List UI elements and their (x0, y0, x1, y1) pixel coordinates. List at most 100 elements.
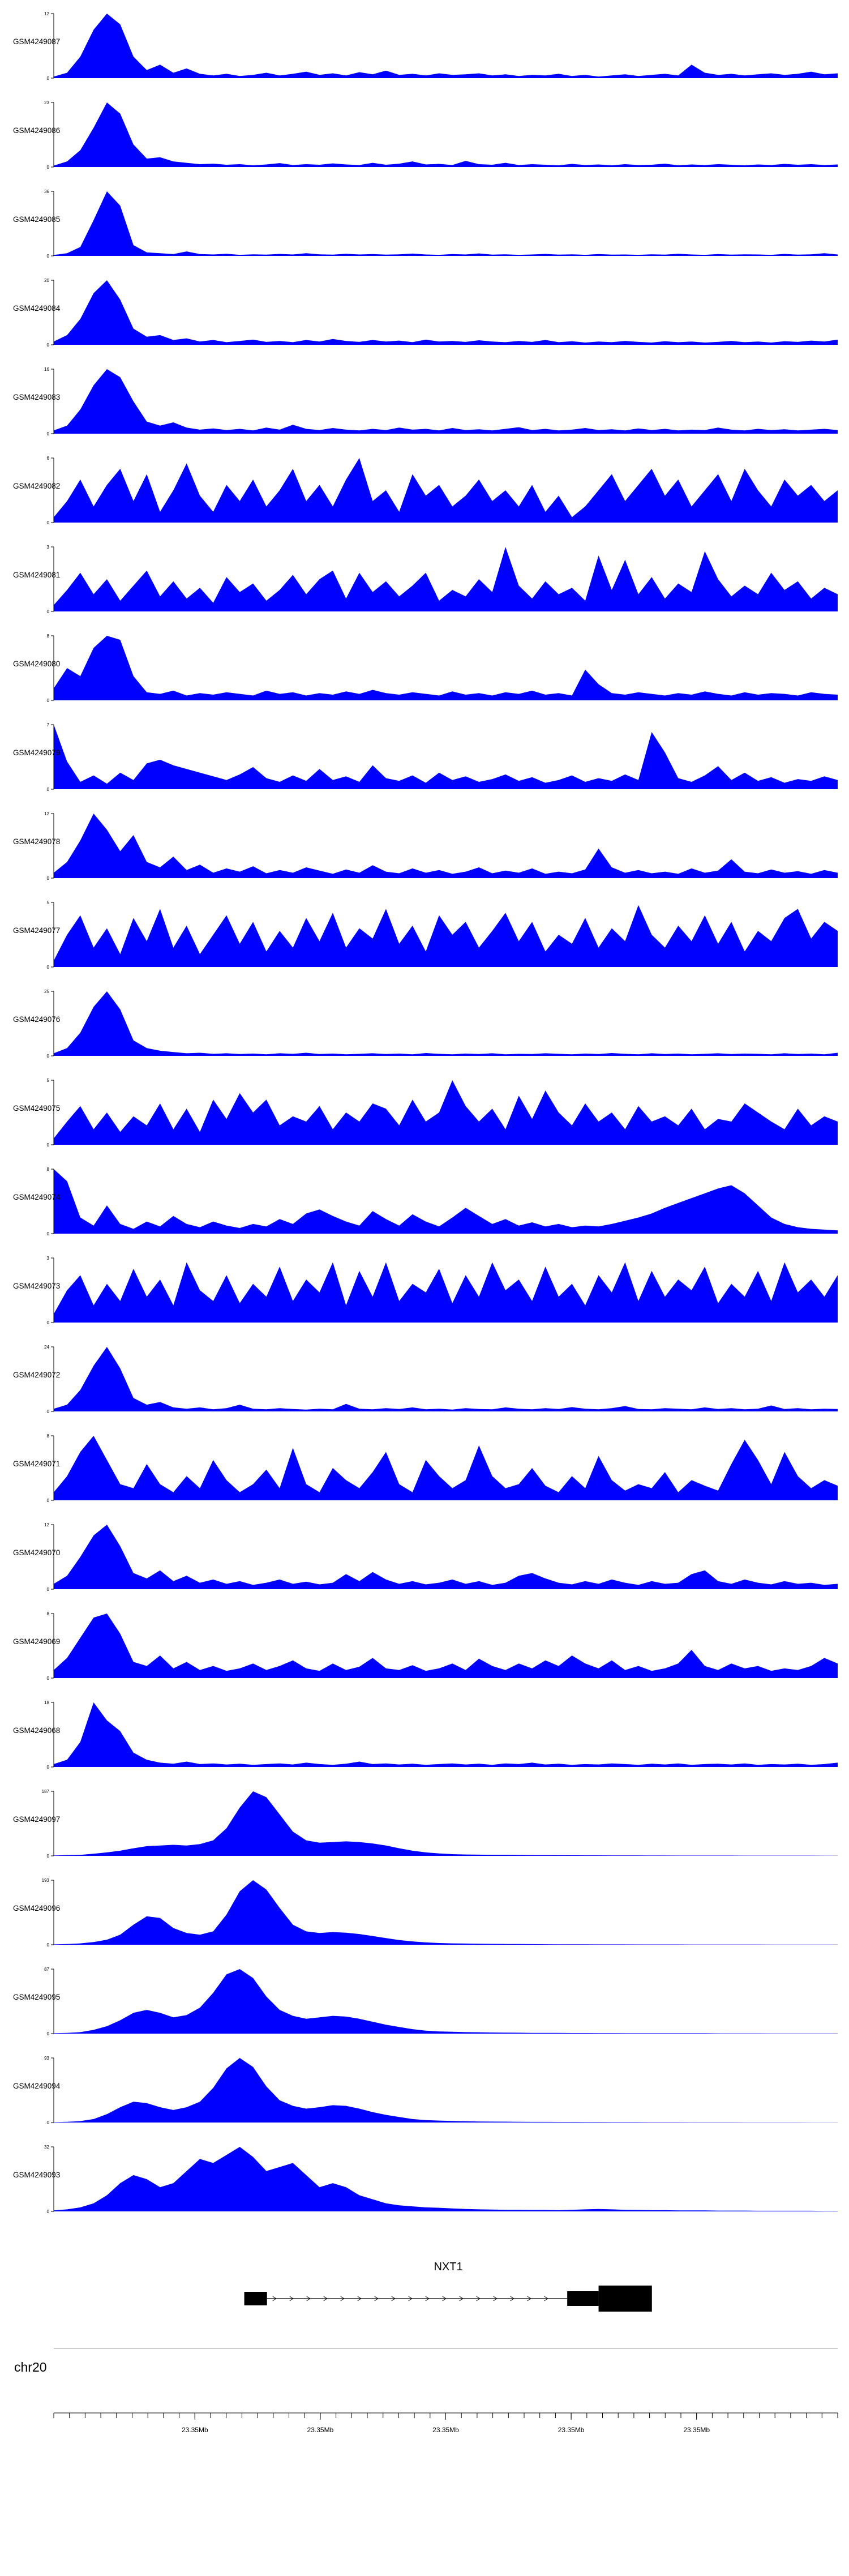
coverage-area (54, 1080, 838, 1145)
track-ymax-label: 3 (47, 1256, 50, 1261)
track-sample-label: GSM4249095 (13, 1993, 60, 2001)
exon-box (567, 2291, 599, 2306)
strand-arrow-icon (527, 2296, 531, 2301)
coverage-track-plot: 18 0 GSM4249068 (13, 1700, 838, 1770)
coverage-track-row: 6 0 GSM4249082 (0, 450, 849, 539)
gene-track: NXT1 (0, 2239, 849, 2335)
track-ymin-label: 0 (47, 1054, 50, 1059)
coverage-area (54, 1614, 838, 1678)
strand-arrow-icon (306, 2296, 311, 2301)
coverage-track-row: 187 0 GSM4249097 (0, 1783, 849, 1872)
coverage-area (54, 905, 838, 967)
track-sample-label: GSM4249083 (13, 393, 60, 401)
coverage-track-row: 8 0 GSM4249080 (0, 628, 849, 717)
coverage-area (54, 636, 838, 700)
coverage-area (54, 2058, 838, 2123)
coverage-track-plot: 3 0 GSM4249081 (13, 545, 838, 614)
track-sample-label: GSM4249072 (13, 1371, 60, 1379)
track-ymin-label: 0 (47, 1942, 50, 1948)
coverage-track-plot: 8 0 GSM4249069 (13, 1611, 838, 1681)
track-ymin-label: 0 (47, 1854, 50, 1859)
coverage-track-plot: 87 0 GSM4249095 (13, 1967, 838, 2036)
track-ymin-label: 0 (47, 254, 50, 259)
coverage-area (54, 1262, 838, 1323)
coverage-track-row: 87 0 GSM4249095 (0, 1961, 849, 2050)
chromosome-label: chr20 (14, 2360, 47, 2374)
strand-arrow-icon (272, 2296, 277, 2301)
track-ymax-label: 6 (47, 456, 50, 461)
track-sample-label: GSM4249071 (13, 1460, 60, 1468)
strand-arrow-icon (374, 2296, 379, 2301)
track-sample-label: GSM4249075 (13, 1104, 60, 1112)
coverage-track-row: 20 0 GSM4249084 (0, 272, 849, 361)
coverage-track-plot: 5 0 GSM4249075 (13, 1078, 838, 1148)
coverage-area (54, 1880, 838, 1945)
track-ymax-label: 187 (42, 1789, 50, 1794)
coverage-tracks: 12 0 GSM4249087 23 0 GSM4249086 36 0 GSM4249085 2… (0, 6, 849, 2228)
track-sample-label: GSM4249097 (13, 1815, 60, 1824)
track-ymax-label: 20 (44, 278, 49, 283)
exon-box (244, 2292, 267, 2305)
track-ymax-label: 12 (44, 811, 49, 816)
coverage-track-row: 12 0 GSM4249078 (0, 806, 849, 895)
coverage-area (54, 1169, 838, 1234)
coverage-track-plot: 6 0 GSM4249082 (13, 456, 838, 525)
coverage-area (54, 1525, 838, 1589)
track-ymin-label: 0 (47, 76, 50, 81)
coverage-track-plot: 8 0 GSM4249074 (13, 1167, 838, 1236)
coverage-track-row: 23 0 GSM4249086 (0, 95, 849, 183)
track-ymin-label: 0 (47, 1765, 50, 1770)
strand-arrow-icon (544, 2296, 548, 2301)
track-ymax-label: 193 (42, 1878, 50, 1883)
track-sample-label: GSM4249077 (13, 926, 60, 935)
track-ymin-label: 0 (47, 1231, 50, 1236)
coverage-track-row: 36 0 GSM4249085 (0, 183, 849, 272)
track-ymin-label: 0 (47, 876, 50, 881)
track-ymin-label: 0 (47, 1587, 50, 1592)
coverage-area (54, 280, 838, 345)
coverage-track-plot: 7 0 GSM4249079 (13, 722, 838, 792)
coverage-track-row: 12 0 GSM4249087 (0, 6, 849, 95)
strand-arrow-icon (391, 2296, 396, 2301)
track-ymin-label: 0 (47, 165, 50, 170)
coverage-track-plot: 93 0 GSM4249094 (13, 2056, 838, 2125)
coverage-area (54, 814, 838, 878)
coverage-track-plot: 3 0 GSM4249073 (13, 1256, 838, 1325)
coverage-track-plot: 24 0 GSM4249072 (13, 1345, 838, 1414)
track-ymin-label: 0 (47, 787, 50, 792)
coverage-track-row: 12 0 GSM4249070 (0, 1517, 849, 1606)
strand-arrow-icon (459, 2296, 464, 2301)
strand-arrow-icon (357, 2296, 362, 2301)
track-ymin-label: 0 (47, 2209, 50, 2214)
track-ymin-label: 0 (47, 1676, 50, 1681)
strand-arrow-icon (493, 2296, 498, 2301)
track-sample-label: GSM4249069 (13, 1637, 60, 1646)
track-sample-label: GSM4249068 (13, 1726, 60, 1735)
track-ymax-label: 8 (47, 634, 50, 639)
strand-arrow-icon (425, 2296, 430, 2301)
track-ymin-label: 0 (47, 1142, 50, 1148)
axis-tick-label: 23.35Mb (182, 2426, 208, 2434)
track-sample-label: GSM4249085 (13, 215, 60, 224)
track-sample-label: GSM4249087 (13, 37, 60, 46)
coverage-track-plot: 25 0 GSM4249076 (13, 989, 838, 1059)
track-sample-label: GSM4249081 (13, 571, 60, 579)
track-ymax-label: 3 (47, 545, 50, 550)
coverage-area (54, 2147, 838, 2211)
track-ymax-label: 7 (47, 722, 50, 728)
coverage-track-row: 24 0 GSM4249072 (0, 1339, 849, 1428)
coverage-track-row: 7 0 GSM4249079 (0, 717, 849, 806)
track-ymax-label: 18 (44, 1700, 49, 1705)
coverage-track-row: 193 0 GSM4249096 (0, 1872, 849, 1961)
coverage-track-row: 8 0 GSM4249071 (0, 1428, 849, 1517)
coverage-area (54, 1969, 838, 2034)
coverage-track-plot: 12 0 GSM4249078 (13, 811, 838, 881)
track-ymin-label: 0 (47, 2031, 50, 2036)
track-ymax-label: 5 (47, 900, 50, 905)
coverage-track-plot: 32 0 GSM4249093 (13, 2145, 838, 2214)
coverage-area (54, 102, 838, 167)
track-ymax-label: 36 (44, 189, 49, 194)
strand-arrow-icon (510, 2296, 514, 2301)
coverage-track-row: 8 0 GSM4249069 (0, 1606, 849, 1694)
